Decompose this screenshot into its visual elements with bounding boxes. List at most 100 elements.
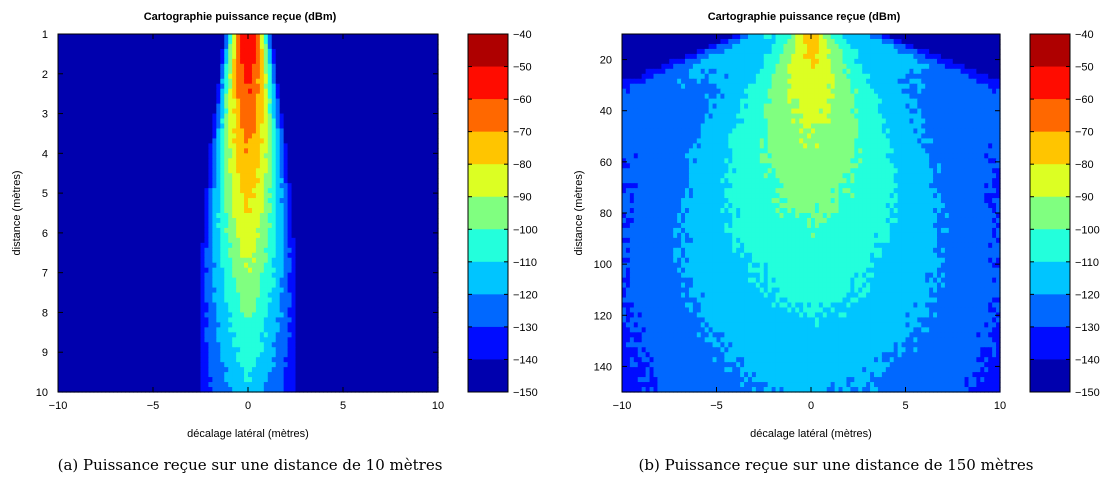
heatmap-cell	[426, 193, 431, 199]
heatmap-cell	[267, 88, 273, 95]
heatmap-cell	[362, 232, 368, 239]
heatmap-cell	[137, 148, 142, 154]
heatmap-cell	[200, 208, 206, 214]
heatmap-cell	[89, 267, 95, 274]
heatmap-cell	[137, 158, 142, 164]
heatmap-cell	[176, 108, 182, 115]
heatmap-cell	[65, 118, 71, 125]
heatmap-cell	[299, 68, 305, 75]
heatmap-cell	[133, 242, 138, 249]
heatmap-cell	[145, 232, 150, 239]
heatmap-cell	[117, 38, 122, 45]
heatmap-cell	[58, 247, 63, 254]
heatmap-cell	[426, 78, 431, 85]
heatmap-cell	[236, 257, 241, 264]
heatmap-cell	[184, 252, 190, 259]
heatmap-cell	[291, 58, 297, 65]
heatmap-cell	[184, 222, 190, 229]
heatmap-cell	[311, 58, 316, 65]
heatmap-cell	[121, 103, 126, 110]
heatmap-cell	[236, 168, 241, 174]
heatmap-cell	[113, 272, 118, 279]
heatmap-cell	[113, 98, 118, 105]
heatmap-cell	[236, 48, 241, 55]
heatmap-cell	[410, 257, 415, 264]
heatmap-cell	[176, 138, 182, 144]
heatmap-cell	[149, 93, 154, 100]
heatmap-cell	[259, 227, 265, 234]
heatmap-cell	[418, 88, 423, 95]
heatmap-cell	[220, 198, 225, 204]
heatmap-cell	[180, 222, 186, 229]
heatmap-cell	[69, 148, 75, 154]
heatmap-cell	[212, 237, 217, 244]
heatmap-cell	[390, 83, 396, 90]
heatmap-cell	[69, 128, 75, 135]
heatmap-cell	[216, 34, 221, 40]
heatmap-cell	[109, 272, 115, 279]
heatmap-cell	[346, 123, 352, 130]
heatmap-cell	[196, 242, 202, 249]
heatmap-cell	[283, 193, 289, 199]
heatmap-cell	[366, 277, 372, 284]
heatmap-cell	[69, 232, 75, 239]
heatmap-cell	[319, 73, 324, 80]
heatmap-cell	[315, 188, 320, 194]
heatmap-cell	[149, 158, 154, 164]
heatmap-cell	[216, 242, 221, 249]
heatmap-cell	[192, 252, 198, 259]
heatmap-cell	[192, 78, 198, 85]
heatmap-cell	[204, 203, 210, 209]
heatmap-cell	[93, 43, 99, 50]
heatmap-cell	[244, 287, 249, 294]
heatmap-cell	[97, 98, 103, 105]
heatmap-cell	[208, 108, 213, 115]
heatmap-cell	[81, 34, 87, 40]
heatmap-cell	[85, 43, 91, 50]
heatmap-cell	[327, 34, 332, 40]
heatmap-cell	[240, 113, 245, 120]
heatmap-cell	[267, 103, 273, 110]
heatmap-cell	[77, 78, 83, 85]
heatmap-cell	[216, 108, 221, 115]
heatmap-cell	[184, 138, 190, 144]
heatmap-cell	[283, 48, 289, 55]
heatmap-cell	[156, 242, 162, 249]
heatmap-cell	[149, 53, 154, 60]
heatmap-cell	[390, 148, 396, 154]
heatmap-cell	[418, 222, 423, 229]
heatmap-cell	[216, 73, 221, 80]
heatmap-cell	[81, 68, 87, 75]
heatmap-cell	[430, 38, 435, 45]
heatmap-cell	[172, 232, 178, 239]
heatmap-cell	[271, 287, 277, 294]
heatmap-cell	[303, 168, 308, 174]
heatmap-cell	[216, 193, 221, 199]
heatmap-cell	[394, 128, 400, 135]
heatmap-cell	[343, 133, 348, 140]
heatmap-cell	[65, 113, 71, 120]
heatmap-cell	[176, 128, 182, 135]
heatmap-cell	[370, 203, 376, 209]
heatmap-cell	[319, 153, 324, 159]
heatmap-cell	[430, 88, 435, 95]
heatmap-cell	[196, 68, 202, 75]
heatmap-cell	[275, 98, 281, 105]
heatmap-cell	[259, 242, 265, 249]
heatmap-cell	[382, 43, 388, 50]
heatmap-cell	[402, 43, 407, 50]
heatmap-cell	[160, 43, 166, 50]
heatmap-cell	[121, 118, 126, 125]
heatmap-cell	[263, 38, 269, 45]
heatmap-cell	[196, 208, 202, 214]
heatmap-cell	[188, 143, 194, 149]
heatmap-cell	[303, 93, 308, 100]
heatmap-cell	[422, 232, 427, 239]
heatmap-cell	[125, 287, 130, 294]
heatmap-cell	[97, 252, 103, 259]
heatmap-cell	[307, 232, 312, 239]
heatmap-cell	[200, 53, 206, 60]
heatmap-cell	[287, 78, 293, 85]
panel-a-heatmap	[58, 34, 439, 393]
heatmap-cell	[370, 88, 376, 95]
